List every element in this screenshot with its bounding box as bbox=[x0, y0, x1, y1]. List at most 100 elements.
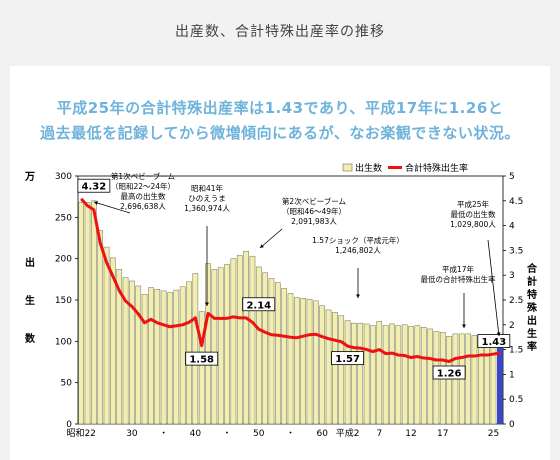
bar-births bbox=[325, 309, 332, 425]
y-left-tick-label: 200 bbox=[55, 255, 72, 265]
x-tick-label: ・ bbox=[223, 429, 232, 439]
annotation-hinoe: 昭和41年ひのえうま 1,360,974人 bbox=[184, 183, 230, 213]
y-left-unit: 万 bbox=[24, 171, 35, 183]
birth-rate-chart: 0 50 100 150 200 250 300 0 0.5 1 1.5 2 2.5 3 3.5 4 4.5 5 昭… bbox=[24, 162, 538, 439]
y-left-tick-label: 100 bbox=[55, 337, 72, 347]
bar-births bbox=[97, 230, 104, 425]
bar-births bbox=[414, 325, 421, 425]
bar-births bbox=[154, 289, 161, 425]
bar-births bbox=[446, 336, 452, 425]
x-tick-label: 平成2 bbox=[336, 427, 360, 439]
y-right-tick-label: 4.5 bbox=[509, 197, 523, 207]
annotation-arrow-boom2 bbox=[259, 228, 283, 249]
x-tick-label: 50 bbox=[253, 429, 265, 439]
bar-births bbox=[395, 325, 402, 425]
y-right-tick-label: 2 bbox=[509, 321, 515, 331]
annotation-arrowhead-boom2 bbox=[260, 244, 264, 248]
bar-births bbox=[268, 278, 275, 425]
bar-births bbox=[306, 298, 313, 425]
x-tick-label: 12 bbox=[405, 429, 416, 439]
bar-births bbox=[217, 267, 224, 425]
annotation-arrowhead-h25 bbox=[496, 332, 501, 336]
bar-births bbox=[211, 269, 218, 425]
rate-label: 4.32 bbox=[82, 182, 107, 193]
bar-births bbox=[294, 297, 300, 425]
rate-label-box bbox=[242, 297, 276, 312]
bar-births bbox=[179, 286, 186, 425]
bar-births bbox=[129, 280, 135, 425]
annotation-arrowhead-hinoe bbox=[205, 302, 209, 306]
legend-label-rate: 合計特殊出生率 bbox=[405, 162, 468, 174]
bar-births bbox=[376, 321, 383, 425]
bar-births bbox=[84, 202, 91, 425]
bar-births bbox=[91, 200, 97, 425]
annotation-boom1: 第1次ベビーブーム（昭和22〜24年）最高の出生数 2,696,638人 bbox=[111, 171, 175, 211]
y-left-axis-label: 出生数 bbox=[25, 256, 36, 345]
bar-births bbox=[141, 293, 148, 425]
annotation-h25: 平成25年最低の出生数 1,029,800人 bbox=[450, 199, 496, 229]
bar-births bbox=[230, 258, 237, 425]
y-right-tick-label: 1.5 bbox=[509, 346, 523, 356]
bar-births bbox=[274, 282, 281, 425]
legend-swatch-births bbox=[342, 163, 353, 172]
x-tick-label: 17 bbox=[437, 429, 448, 439]
rate-label-box bbox=[477, 334, 511, 348]
y-left-tick-label: 0 bbox=[66, 420, 72, 430]
bar-births bbox=[224, 264, 230, 425]
rate-label: 1.57 bbox=[335, 354, 360, 365]
annotation-arrow-h25 bbox=[487, 239, 500, 337]
bar-births bbox=[192, 273, 199, 425]
y-left-tick-label: 300 bbox=[55, 172, 72, 182]
bar-births bbox=[205, 263, 211, 425]
annotation-arrow-boom1 bbox=[93, 201, 131, 214]
bar-births bbox=[167, 292, 173, 425]
bar-births bbox=[401, 324, 408, 425]
bar-births bbox=[110, 257, 116, 425]
x-tick-label: 7 bbox=[376, 429, 382, 439]
bar-births bbox=[465, 333, 471, 425]
bar-births bbox=[382, 325, 389, 425]
headline: 平成25年の合計特殊出産率は1.43であり、平成17年に1.26と 過去最低を記… bbox=[10, 96, 550, 146]
bar-births bbox=[249, 255, 256, 425]
rate-line bbox=[80, 197, 501, 363]
x-tick-label: ・ bbox=[286, 429, 295, 439]
bar-births bbox=[357, 322, 364, 425]
bar-births bbox=[103, 246, 110, 425]
y-right-tick-label: 3 bbox=[509, 271, 515, 281]
bar-births bbox=[300, 298, 306, 425]
bar-births bbox=[427, 328, 433, 425]
y-right-tick-label: 1 bbox=[509, 370, 515, 380]
rate-label-box bbox=[432, 365, 466, 380]
y-right-tick-label: 0.5 bbox=[509, 395, 523, 405]
bar-births bbox=[281, 288, 287, 425]
rate-label: 2.14 bbox=[246, 300, 271, 311]
bar-births bbox=[243, 250, 249, 425]
bar-births bbox=[148, 287, 154, 425]
bar-births bbox=[173, 289, 180, 425]
rate-label: 1.43 bbox=[481, 337, 506, 348]
page-title: 出産数、合計特殊出産率の推移 bbox=[175, 24, 385, 40]
annotation-h17: 平成17年最低の合計特殊出生率 bbox=[421, 264, 496, 284]
bar-births bbox=[287, 293, 294, 425]
bar-births bbox=[332, 312, 338, 425]
bar-births bbox=[160, 290, 167, 425]
y-right-tick-label: 5 bbox=[509, 172, 515, 182]
headline-line-1: 平成25年の合計特殊出産率は1.43であり、平成17年に1.26と bbox=[56, 99, 504, 117]
x-tick-label: 昭和22 bbox=[66, 428, 95, 439]
bar-births bbox=[344, 320, 351, 425]
rate-label-box bbox=[77, 178, 111, 193]
legend-label-births: 出生数 bbox=[355, 162, 382, 174]
y-right-tick-label: 4 bbox=[509, 222, 515, 232]
annotation-shock: 1.57ショック（平成元年） 1,246,802人 bbox=[312, 235, 404, 255]
bar-births bbox=[477, 335, 484, 425]
bar-births bbox=[313, 300, 319, 425]
chart-panel: 平成25年の合計特殊出産率は1.43であり、平成17年に1.26と 過去最低を記… bbox=[10, 66, 550, 460]
bar-births bbox=[471, 335, 478, 425]
rate-label-box bbox=[185, 351, 219, 366]
y-right-tick-label: 2.5 bbox=[509, 296, 523, 306]
annotation-arrowhead-boom1 bbox=[94, 201, 98, 205]
bar-births bbox=[198, 311, 205, 425]
bar-births bbox=[351, 322, 357, 425]
bar-births bbox=[116, 269, 123, 425]
bar-births bbox=[236, 255, 243, 425]
